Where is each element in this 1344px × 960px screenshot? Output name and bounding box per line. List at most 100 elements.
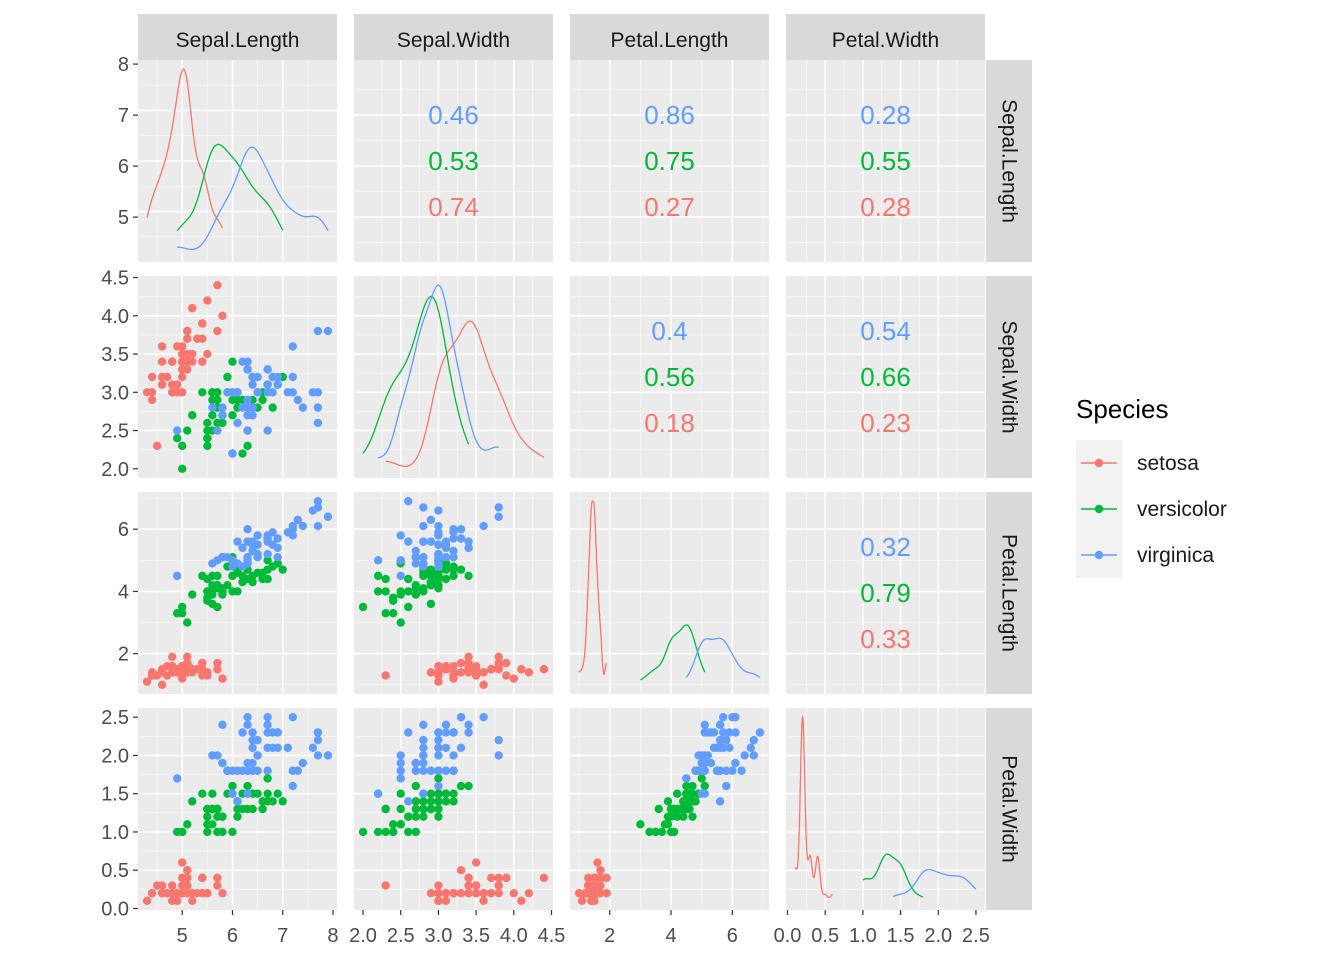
scatter-point-virginica — [396, 556, 405, 565]
scatter-point-virginica — [288, 766, 297, 775]
scatter-point-versicolor — [449, 571, 458, 581]
scatter-point-versicolor — [203, 587, 212, 596]
scatter-point-versicolor — [258, 574, 267, 584]
scatter-point-setosa — [456, 866, 466, 875]
scatter-point-virginica — [248, 735, 257, 745]
correlation-value-versicolor: 0.66 — [860, 362, 911, 392]
scatter-point-versicolor — [213, 602, 222, 612]
y-tick-label: 6 — [118, 156, 129, 178]
scatter-point-versicolor — [258, 804, 267, 814]
scatter-point-virginica — [273, 534, 282, 543]
scatter-point-versicolor — [666, 812, 676, 821]
x-tick-label: 0.5 — [811, 925, 839, 947]
y-tick-label: 0.0 — [101, 898, 129, 920]
scatter-point-setosa — [178, 881, 187, 890]
scatter-point-versicolor — [263, 774, 272, 783]
scatter-point-virginica — [248, 372, 257, 382]
scatter-point-versicolor — [218, 418, 227, 428]
scatter-point-virginica — [283, 743, 292, 752]
scatter-point-virginica — [434, 531, 443, 540]
scatter-point-setosa — [596, 866, 605, 875]
scatter-point-virginica — [288, 781, 297, 791]
scatter-point-virginica — [243, 403, 252, 412]
scatter-point-versicolor — [411, 590, 421, 599]
scatter-point-virginica — [243, 524, 252, 534]
scatter-point-versicolor — [404, 812, 413, 821]
scatter-point-virginica — [737, 766, 746, 775]
scatter-point-setosa — [471, 858, 481, 867]
scatter-point-virginica — [248, 743, 257, 752]
scatter-point-versicolor — [203, 434, 212, 443]
correlation-value-virginica: 0.28 — [860, 100, 911, 130]
scatter-point-versicolor — [449, 789, 458, 798]
x-tick-label: 2 — [604, 925, 615, 947]
scatter-point-versicolor — [213, 812, 222, 821]
scatter-point-setosa — [449, 888, 458, 898]
x-tick-label: 2.0 — [924, 925, 952, 947]
scatter-point-virginica — [464, 728, 473, 737]
scatter-point-versicolor — [238, 804, 247, 814]
scatter-point-versicolor — [203, 426, 212, 435]
scatter-point-versicolor — [464, 571, 473, 581]
correlation-value-setosa: 0.28 — [860, 192, 911, 222]
scatter-point-versicolor — [636, 820, 645, 829]
scatter-point-setosa — [213, 658, 222, 668]
scatter-point-virginica — [697, 758, 706, 768]
scatter-point-setosa — [471, 881, 481, 890]
scatter-point-setosa — [434, 677, 443, 686]
panel-petal-length-vs-petal-length — [570, 492, 769, 694]
x-tick-label: 8 — [327, 925, 338, 947]
scatter-point-virginica — [718, 712, 728, 722]
scatter-point-setosa — [434, 888, 443, 898]
scatter-point-setosa — [157, 888, 167, 898]
scatter-point-versicolor — [682, 781, 691, 791]
scatter-point-versicolor — [228, 395, 237, 405]
scatter-point-virginica — [411, 546, 421, 556]
scatter-point-virginica — [722, 735, 731, 745]
scatter-point-versicolor — [223, 372, 232, 382]
scatter-point-setosa — [188, 896, 197, 906]
scatter-point-versicolor — [426, 565, 436, 574]
scatter-point-virginica — [411, 766, 421, 775]
scatter-point-virginica — [731, 758, 740, 768]
scatter-point-versicolor — [373, 587, 383, 596]
scatter-point-virginica — [313, 521, 323, 531]
legend-title: Species — [1076, 394, 1169, 424]
scatter-point-virginica — [722, 766, 731, 775]
scatter-point-virginica — [404, 537, 413, 546]
scatter-point-virginica — [243, 426, 252, 435]
scatter-point-virginica — [228, 789, 237, 798]
correlation-value-virginica: 0.32 — [860, 532, 911, 562]
scatter-point-setosa — [147, 372, 157, 382]
scatter-point-virginica — [456, 524, 466, 534]
scatter-point-setosa — [157, 668, 167, 677]
scatter-point-versicolor — [388, 827, 398, 837]
scatter-point-virginica — [396, 758, 405, 768]
scatter-point-virginica — [715, 797, 725, 806]
scatter-point-setosa — [434, 896, 443, 906]
correlation-value-virginica: 0.4 — [651, 316, 687, 346]
scatter-point-virginica — [449, 728, 458, 737]
x-tick-label: 3.5 — [462, 925, 490, 947]
scatter-point-virginica — [404, 728, 413, 737]
scatter-point-setosa — [602, 873, 611, 883]
scatter-point-virginica — [434, 553, 443, 562]
scatter-point-setosa — [434, 668, 443, 677]
scatter-point-virginica — [172, 426, 182, 435]
panel-petal-length-vs-petal-width — [786, 492, 985, 694]
scatter-point-versicolor — [172, 434, 182, 443]
scatter-point-virginica — [273, 380, 282, 389]
scatter-point-virginica — [419, 503, 428, 512]
panel-sepal-length-vs-sepal-length — [138, 60, 337, 262]
scatter-point-versicolor — [198, 789, 207, 798]
strip-right-petal-width — [986, 708, 1032, 910]
scatter-point-setosa — [183, 661, 192, 671]
scatter-point-versicolor — [203, 441, 212, 451]
strip-label: Sepal.Length — [176, 29, 300, 52]
scatter-point-setosa — [479, 888, 488, 898]
scatter-point-versicolor — [183, 426, 192, 435]
scatter-point-setosa — [178, 858, 187, 867]
scatter-point-versicolor — [208, 411, 217, 420]
scatter-point-versicolor — [358, 602, 368, 612]
